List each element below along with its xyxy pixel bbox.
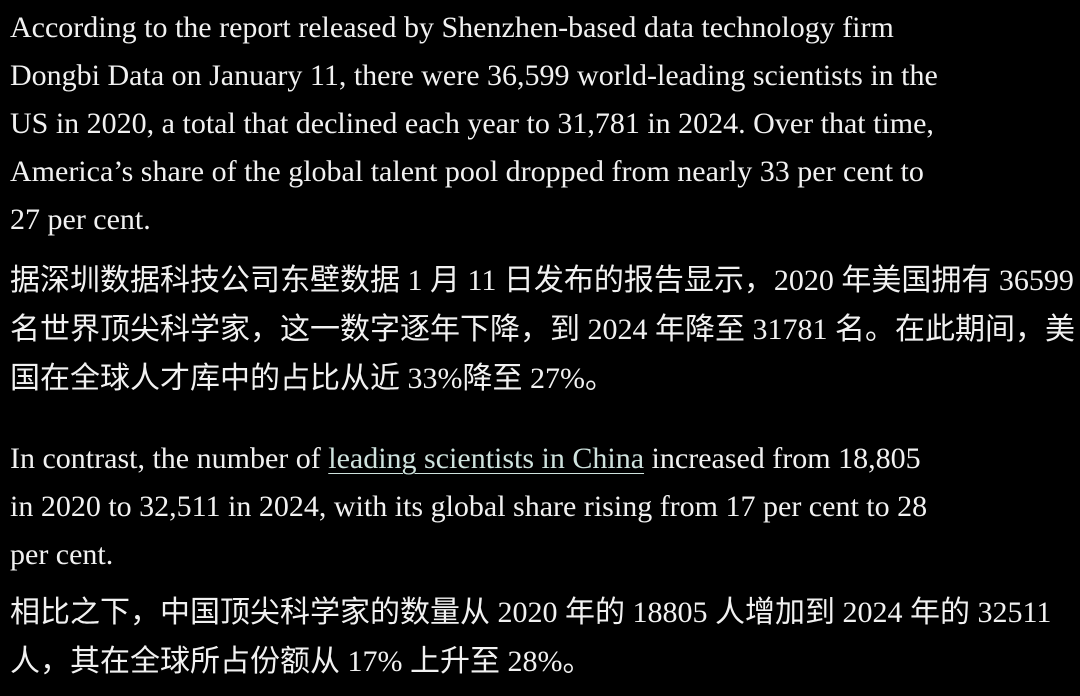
text-line: In contrast, the number of leading scien… [10, 435, 1080, 483]
text: In contrast, the number of [10, 442, 329, 475]
text-line: per cent. [10, 538, 114, 571]
text-line: 相比之下，中国顶尖科学家的数量从 2020 年的 18805 人增加到 2024… [10, 596, 1052, 629]
text-line: 27 per cent. [10, 203, 151, 236]
text-line: 国在全球人才库中的占比从近 33%降至 27%。 [10, 362, 615, 395]
text-line: in 2020 to 32,511 in 2024, with its glob… [10, 490, 928, 523]
paragraph: In contrast, the number of leading scien… [10, 435, 1080, 579]
text: increased from 18,805 [644, 442, 921, 475]
text-line: 名世界顶尖科学家，这一数字逐年下降，到 2024 年降至 31781 名。在此期… [10, 313, 1075, 346]
paragraph: According to the report released by Shen… [10, 4, 1080, 244]
text-line: 据深圳数据科技公司东壁数据 1 月 11 日发布的报告显示，2020 年美国拥有… [10, 264, 1074, 297]
text-line: America’s share of the global talent poo… [10, 155, 924, 188]
link[interactable]: leading scientists in China [328, 442, 645, 475]
text-line: Dongbi Data on January 11, there were 36… [10, 59, 938, 92]
text-line: 人，其在全球所占份额从 17% 上升至 28%。 [10, 645, 593, 678]
text-line: According to the report released by Shen… [10, 11, 894, 44]
paragraph: 据深圳数据科技公司东壁数据 1 月 11 日发布的报告显示，2020 年美国拥有… [10, 256, 1080, 403]
text-line: US in 2020, a total that declined each y… [10, 107, 934, 140]
paragraph: 相比之下，中国顶尖科学家的数量从 2020 年的 18805 人增加到 2024… [10, 588, 1080, 686]
